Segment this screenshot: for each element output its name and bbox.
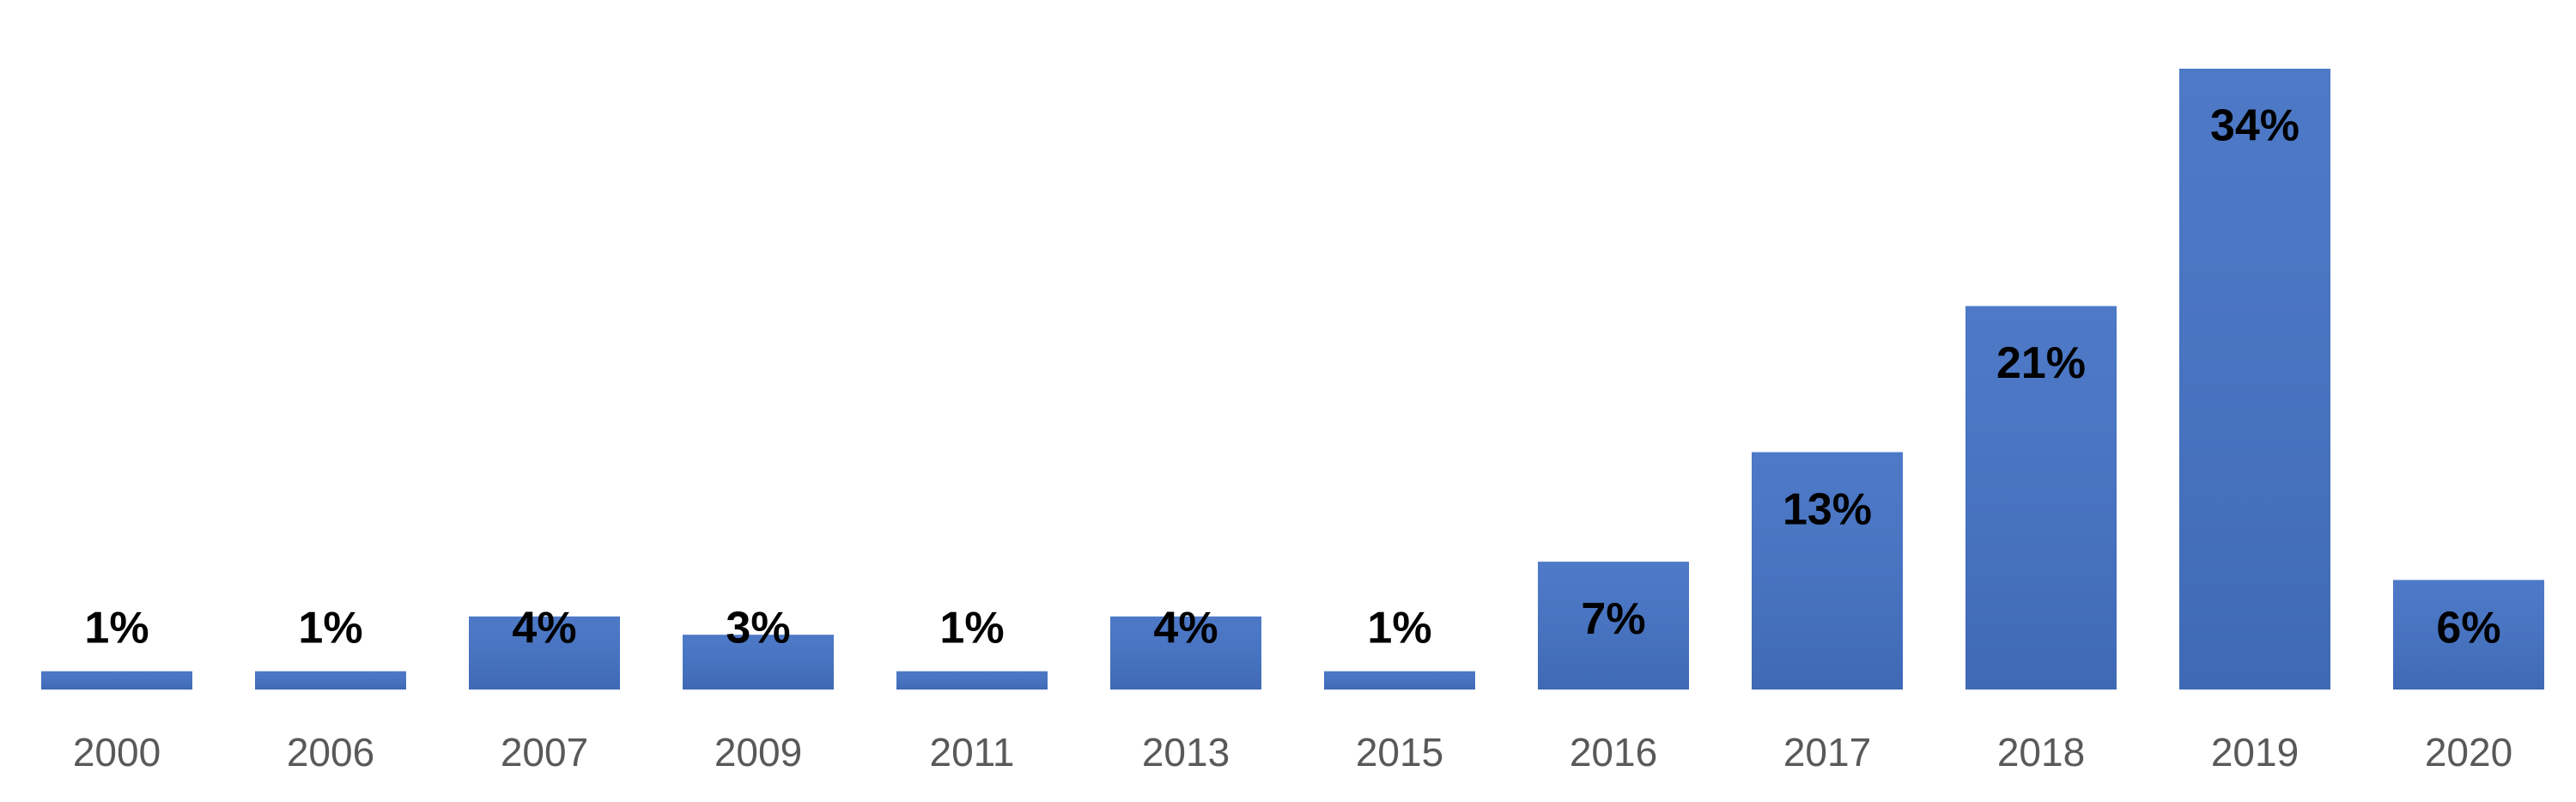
bar-shade (2393, 580, 2544, 690)
bar-shade (896, 671, 1048, 690)
data-label: 34% (2210, 101, 2300, 151)
data-label: 1% (298, 604, 362, 653)
data-label: 1% (939, 604, 1004, 653)
x-tick-label: 2016 (1570, 730, 1657, 775)
x-tick-label: 2013 (1142, 730, 1230, 775)
bar-shade (1324, 671, 1475, 690)
bar-shade (255, 671, 406, 690)
data-label: 4% (512, 604, 576, 653)
data-label: 7% (1581, 594, 1645, 644)
bar-shade (2179, 69, 2330, 690)
bar-shade (1110, 616, 1261, 690)
x-tick-label: 2020 (2425, 730, 2512, 775)
x-tick-label: 2011 (930, 730, 1015, 775)
bar-shade (1752, 452, 1903, 690)
x-tick-label: 2015 (1356, 730, 1443, 775)
data-label: 3% (726, 604, 790, 653)
x-tick-label: 2000 (73, 730, 161, 775)
x-tick-label: 2018 (1997, 730, 2085, 775)
data-label: 6% (2436, 604, 2500, 653)
bar-shade (1538, 562, 1689, 690)
data-label: 1% (1367, 604, 1431, 653)
data-label: 4% (1153, 604, 1218, 653)
bar-shade (469, 616, 620, 690)
data-label: 13% (1783, 484, 1872, 534)
x-tick-label: 2009 (714, 730, 802, 775)
bar-shade (1965, 306, 2117, 690)
x-tick-label: 2017 (1783, 730, 1871, 775)
data-label: 1% (84, 604, 149, 653)
data-label: 21% (1996, 338, 2086, 388)
bar-shade (41, 671, 192, 690)
bar-shade (683, 635, 834, 690)
x-tick-label: 2006 (287, 730, 374, 775)
x-tick-label: 2019 (2211, 730, 2299, 775)
x-tick-label: 2007 (501, 730, 588, 775)
